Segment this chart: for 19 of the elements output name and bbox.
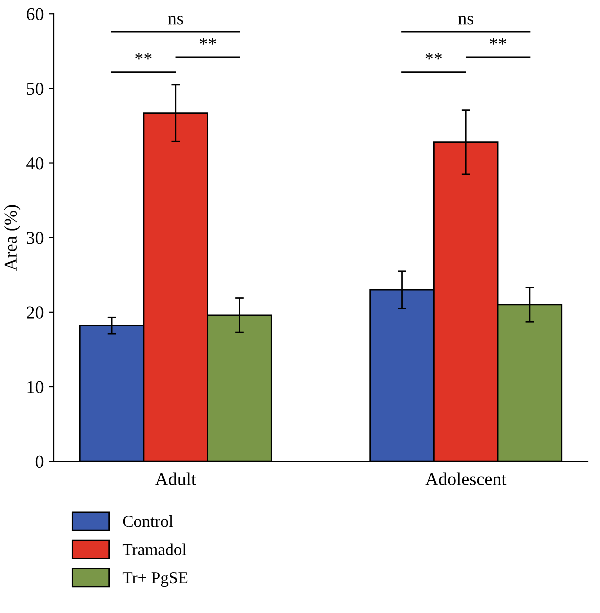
y-tick-label: 40 [26, 158, 44, 170]
legend-label: Tramadol [122, 544, 187, 556]
y-axis-title: Area (%) [4, 205, 21, 271]
x-tick-label: Adult [156, 472, 196, 486]
y-tick-label: 0 [36, 456, 44, 468]
y-tick-label: 10 [28, 381, 44, 394]
annotation: ns [168, 16, 184, 25]
annotation: ** [426, 53, 442, 60]
annotation: ns [458, 16, 474, 25]
legend-label: Control [123, 515, 174, 528]
y-tick-label: 20 [27, 306, 44, 319]
legend-label: Tr+ PgSE [122, 572, 188, 588]
annotation: ** [490, 38, 506, 45]
y-tick-label: 50 [27, 82, 44, 96]
y-tick-label: 60 [27, 8, 44, 21]
y-tick-label: 30 [27, 232, 44, 244]
annotation: ** [200, 38, 216, 45]
x-tick-label: Adolescent [426, 472, 507, 486]
annotation: ** [136, 53, 152, 60]
